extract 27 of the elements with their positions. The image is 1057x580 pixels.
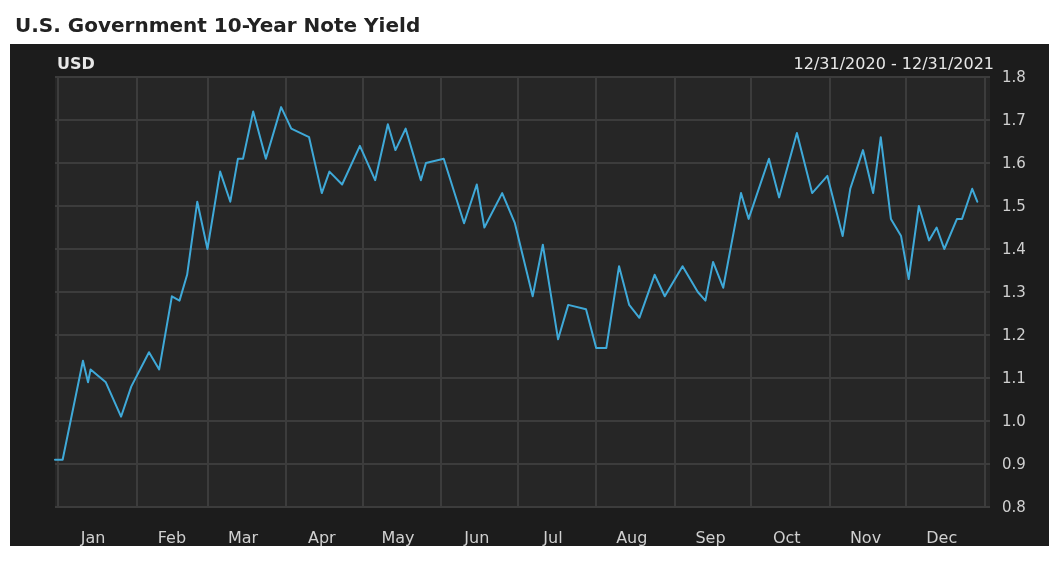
- y-tick-label: 1.4: [1002, 240, 1026, 258]
- x-tick-label: Jul: [542, 527, 563, 547]
- x-tick-label: May: [381, 527, 415, 547]
- y-tick-label: 1.0: [1002, 412, 1026, 430]
- x-tick-label: Jun: [463, 527, 490, 547]
- x-tick-label: Oct: [772, 527, 801, 547]
- x-tick-label: Aug: [616, 527, 648, 547]
- x-tick-label: Sep: [695, 527, 726, 547]
- y-tick-label: 1.8: [1002, 68, 1026, 86]
- x-tick-label: Nov: [849, 527, 882, 547]
- chart-title: U.S. Government 10-Year Note Yield: [15, 13, 421, 37]
- y-tick-label: 0.8: [1002, 498, 1026, 516]
- x-tick-label: Mar: [227, 527, 259, 547]
- y-tick-label: 1.6: [1002, 154, 1026, 172]
- line-series: [54, 106, 979, 461]
- y-tick-label: 1.5: [1002, 197, 1026, 215]
- y-axis-title: USD: [57, 53, 95, 73]
- x-tick-label: Dec: [926, 527, 958, 547]
- y-tick-label: 1.1: [1002, 369, 1026, 387]
- y-tick-label: 1.3: [1002, 283, 1026, 301]
- x-tick-label: Apr: [307, 527, 337, 547]
- y-tick-label: 1.2: [1002, 326, 1026, 344]
- chart-subtitle: 12/31/2020 - 12/31/2021: [793, 53, 995, 73]
- y-tick-label: 0.9: [1002, 455, 1026, 473]
- x-tick-label: Feb: [157, 527, 187, 547]
- x-tick-label: Jan: [79, 527, 106, 547]
- y-tick-label: 1.7: [1002, 111, 1026, 129]
